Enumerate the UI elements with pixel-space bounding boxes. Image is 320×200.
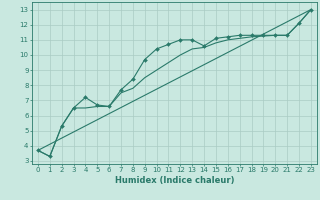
X-axis label: Humidex (Indice chaleur): Humidex (Indice chaleur) — [115, 176, 234, 185]
